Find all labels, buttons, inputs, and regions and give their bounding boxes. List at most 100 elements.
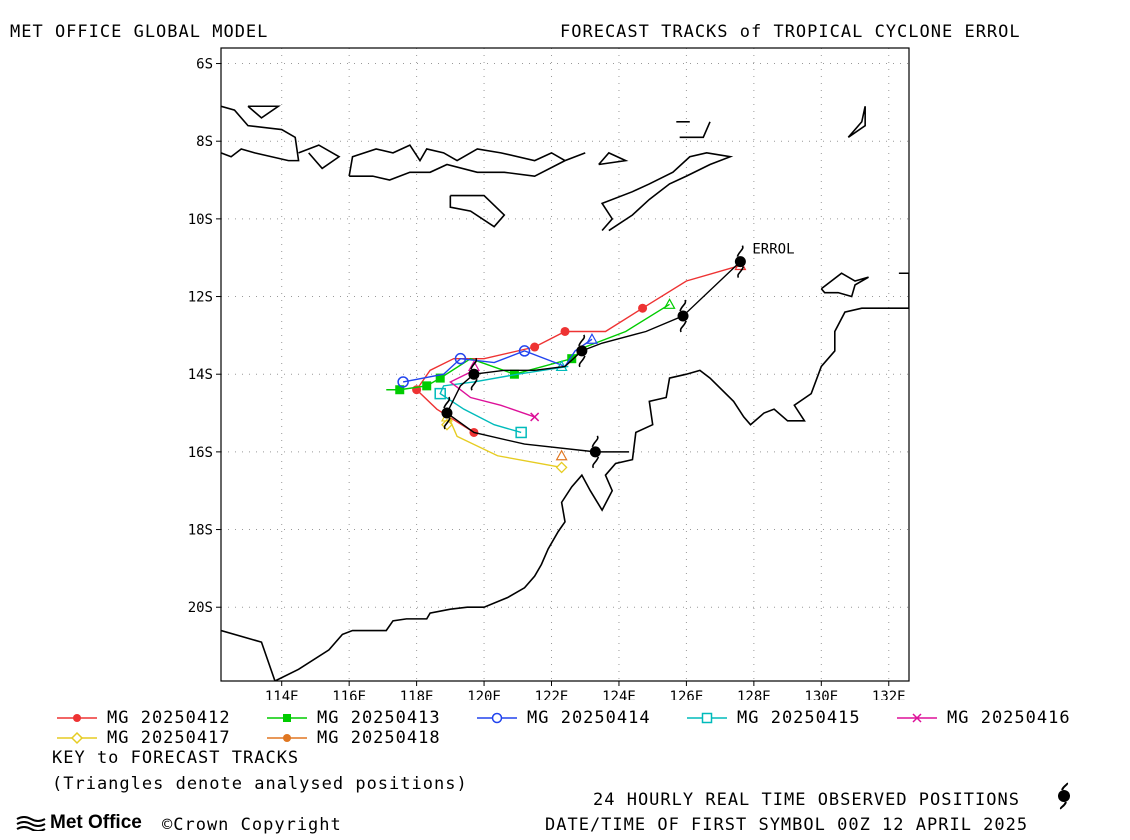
left-title: MET OFFICE GLOBAL MODEL <box>10 22 269 42</box>
cyclone-arm <box>470 378 478 391</box>
cyclone-core <box>576 345 588 357</box>
met-office-brand: Met Office <box>50 812 142 833</box>
track-marker <box>530 342 540 352</box>
coastline <box>449 194 506 228</box>
cyclone-arm <box>578 355 586 368</box>
cyclone-symbol <box>441 396 453 430</box>
x-tick-label: 132E <box>872 689 906 700</box>
legend-item-mg-20250417: MG 20250417 <box>55 728 231 748</box>
cyclone-core <box>589 446 601 458</box>
coastline <box>600 152 734 232</box>
track-marker <box>434 387 446 400</box>
cyclone-arm <box>443 396 451 409</box>
storm-label: ERROL <box>752 242 794 258</box>
track-marker <box>518 345 531 357</box>
y-tick-label: 14S <box>188 367 213 383</box>
y-tick-label: 16S <box>188 445 213 461</box>
track-line <box>449 369 535 418</box>
cyclone-core <box>734 256 746 268</box>
track-marker <box>435 373 445 383</box>
plot-frame <box>220 47 910 682</box>
cyclone-arm <box>679 320 687 333</box>
legend-label: MG 20250412 <box>107 708 231 728</box>
legend-item-mg-20250416: MG 20250416 <box>895 708 1071 728</box>
track-marker <box>567 354 577 364</box>
legend-label: MG 20250415 <box>737 708 861 728</box>
track-series <box>555 449 568 461</box>
cyclone-symbol <box>677 299 689 333</box>
cyclone-arm <box>578 334 586 347</box>
x-tick-label: 128E <box>737 689 771 700</box>
legend-label: MG 20250414 <box>527 708 651 728</box>
x-tick-label: 118E <box>400 689 434 700</box>
track-series <box>434 360 569 439</box>
coastline <box>221 629 276 681</box>
y-tick-label: 18S <box>188 523 213 539</box>
track-marker <box>422 381 432 391</box>
coastline <box>348 144 586 181</box>
analysed-triangle <box>663 298 676 309</box>
cyclone-symbol <box>734 245 746 278</box>
coastline <box>679 121 711 139</box>
cyclone-arm <box>736 245 744 257</box>
cyclone-arm <box>443 417 451 430</box>
coastlines <box>221 105 909 681</box>
met-office-logo: Met Office <box>16 812 142 834</box>
track-marker <box>397 376 409 388</box>
legend-item-mg-20250414: MG 20250414 <box>475 708 651 728</box>
y-tick-label: 12S <box>188 290 213 306</box>
cyclone-arm <box>679 299 687 312</box>
observed-line <box>446 261 741 453</box>
cyclone-core <box>677 310 689 322</box>
y-tick-label: 6S <box>196 57 213 73</box>
track-marker <box>395 385 405 395</box>
y-tick-label: 10S <box>188 212 213 228</box>
legend-item-mg-20250415: MG 20250415 <box>685 708 861 728</box>
met-office-waves-icon <box>16 816 46 831</box>
x-tick-label: 130E <box>804 689 838 700</box>
cyclone-arm <box>470 357 478 370</box>
cyclone-symbol <box>589 435 601 469</box>
coastline <box>221 105 300 162</box>
legend-key-title: KEY to FORECAST TRACKS <box>52 748 300 768</box>
legend-item-mg-20250413: MG 20250413 <box>265 708 441 728</box>
track-marker <box>555 461 568 474</box>
cyclone-arm <box>737 266 745 278</box>
coastline <box>598 151 629 166</box>
track-marker <box>638 303 648 313</box>
track-line <box>415 264 741 434</box>
track-line <box>402 338 593 383</box>
cyclone-arm <box>591 435 599 448</box>
legend-item-mg-20250418: MG 20250418 <box>265 728 441 748</box>
cyclone-arm <box>592 456 600 469</box>
observed-track: ERROL <box>441 242 795 469</box>
legend-item-mg-20250412: MG 20250412 <box>55 708 231 728</box>
analysed-triangle <box>585 333 598 344</box>
legend-label: MG 20250416 <box>947 708 1071 728</box>
track-series <box>440 410 568 474</box>
forecast-tracks <box>386 259 747 474</box>
x-tick-label: 114E <box>265 689 299 700</box>
x-tick-label: 126E <box>670 689 704 700</box>
cyclone-core <box>441 407 453 419</box>
observed-note: 24 HOURLY REAL TIME OBSERVED POSITIONS <box>593 790 1020 810</box>
cyclone-symbol <box>468 357 480 391</box>
legend-label: MG 20250418 <box>317 728 441 748</box>
y-tick-label: 20S <box>188 600 213 616</box>
track-series <box>397 333 598 388</box>
x-tick-label: 120E <box>467 689 501 700</box>
track-marker <box>515 426 527 439</box>
x-tick-label: 122E <box>535 689 569 700</box>
track-marker <box>454 352 467 365</box>
coastline <box>247 105 281 119</box>
cyclone-symbol <box>576 334 588 368</box>
x-tick-label: 116E <box>332 689 366 700</box>
analysed-triangle <box>555 449 568 461</box>
coastline <box>847 106 866 138</box>
coastline <box>274 272 909 681</box>
legend-label: MG 20250413 <box>317 708 441 728</box>
track-marker <box>560 326 570 336</box>
right-title: FORECAST TRACKS of TROPICAL CYCLONE ERRO… <box>560 22 1021 42</box>
y-tick-label: 8S <box>196 134 213 150</box>
track-line <box>446 412 562 469</box>
